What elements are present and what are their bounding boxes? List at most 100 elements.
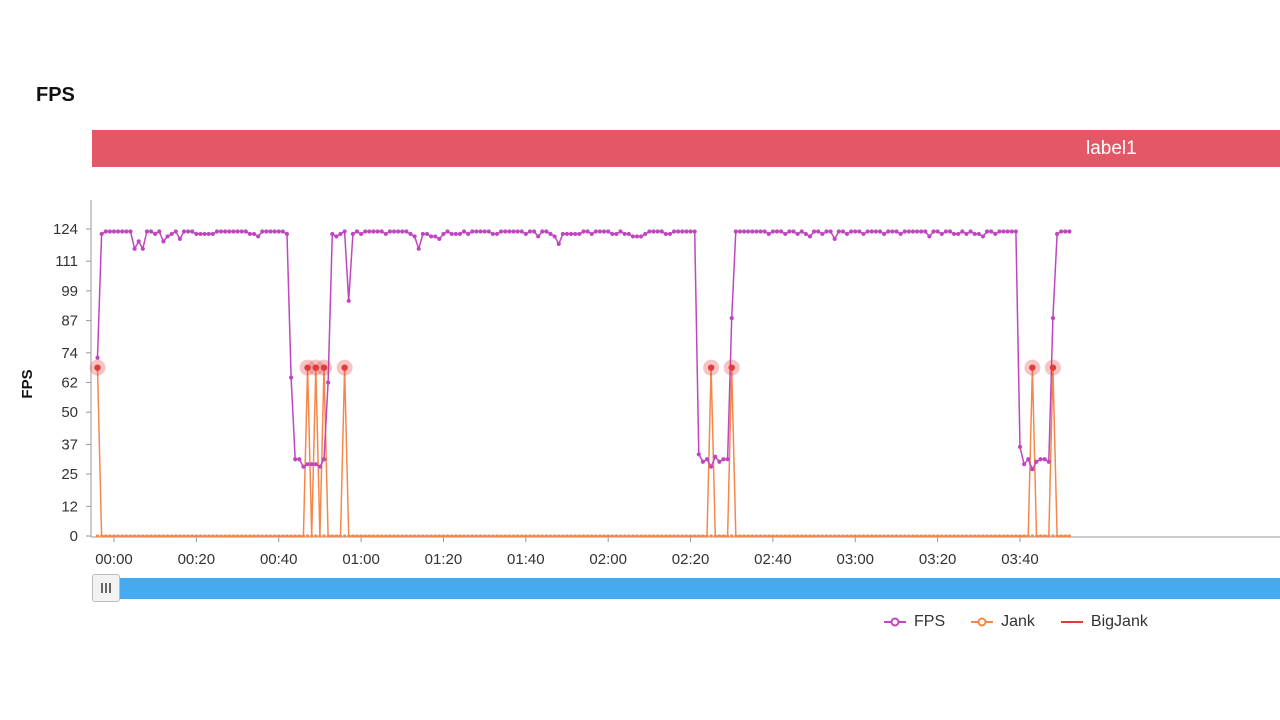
- fps-point: [989, 229, 994, 234]
- jank-point: [557, 534, 561, 538]
- fps-point: [177, 236, 182, 242]
- fps-point: [556, 241, 561, 246]
- fps-point: [952, 231, 957, 237]
- jank-point: [754, 534, 759, 538]
- fps-point: [886, 229, 891, 234]
- fps-point: [560, 231, 565, 237]
- jank-point: [207, 534, 211, 538]
- jank-point: [182, 534, 186, 538]
- fps-point: [774, 229, 780, 234]
- fps-point: [795, 231, 800, 237]
- fps-point: [787, 229, 792, 234]
- fps-point: [1063, 229, 1068, 234]
- fps-point: [523, 231, 528, 237]
- fps-point: [396, 229, 401, 234]
- y-tick-label: 0: [70, 528, 78, 545]
- fps-point: [284, 231, 290, 237]
- jank-point: [590, 534, 594, 538]
- fps-point: [190, 229, 195, 234]
- fps-point: [437, 236, 442, 242]
- jank-point: [565, 534, 569, 538]
- jank-point: [647, 534, 651, 538]
- fps-point: [519, 229, 524, 234]
- fps-point: [676, 229, 681, 234]
- legend-item-jank[interactable]: Jank: [971, 613, 1035, 631]
- jank-point: [264, 534, 268, 538]
- jank-point: [997, 534, 1002, 538]
- jank-point: [886, 534, 890, 538]
- jank-point: [396, 534, 400, 538]
- fps-point: [923, 229, 928, 234]
- jank-point: [651, 534, 656, 538]
- jank-point: [536, 534, 540, 538]
- jank-point: [466, 534, 470, 538]
- bigjank-point: [341, 364, 348, 371]
- zoom-slider-track[interactable]: [92, 578, 1280, 599]
- jank-point: [1067, 534, 1072, 538]
- fps-point: [1030, 467, 1035, 472]
- fps-point: [1067, 229, 1072, 234]
- fps-point: [906, 229, 911, 234]
- jank-point: [668, 534, 672, 538]
- fps-point: [111, 229, 117, 234]
- x-tick-label: 01:00: [342, 551, 380, 568]
- legend-item-bigjank[interactable]: BigJank: [1060, 613, 1148, 631]
- fps-point: [976, 231, 981, 237]
- fps-point: [684, 229, 689, 234]
- jank-point: [174, 534, 178, 538]
- jank-point: [421, 534, 425, 538]
- jank-point: [717, 534, 721, 538]
- y-tick-label: 124: [53, 221, 78, 238]
- fps-point: [939, 231, 944, 237]
- fps-point: [503, 229, 508, 234]
- jank-point: [132, 534, 137, 538]
- bigjank-point: [1029, 364, 1036, 371]
- fps-point: [713, 454, 718, 459]
- fps-point: [350, 231, 355, 237]
- jank-point: [334, 534, 338, 538]
- jank-point: [186, 534, 190, 538]
- fps-point: [968, 229, 973, 234]
- fps-point: [671, 229, 677, 234]
- fps-point: [1022, 462, 1027, 467]
- label-bar[interactable]: label1: [92, 130, 1280, 167]
- bigjank-point: [1049, 364, 1057, 371]
- jank-point: [713, 534, 717, 538]
- fps-point: [811, 229, 817, 234]
- fps-point: [544, 229, 549, 234]
- jank-point: [219, 534, 223, 538]
- fps-point: [1001, 229, 1006, 234]
- jank-point: [915, 534, 919, 538]
- jank-point: [639, 534, 643, 538]
- fps-point: [99, 231, 104, 237]
- jank-point: [680, 534, 684, 538]
- fps-point: [984, 229, 990, 234]
- jank-point: [268, 534, 273, 538]
- fps-point: [659, 229, 664, 234]
- jank-point: [388, 534, 392, 538]
- legend-jank-marker-icon: [971, 617, 994, 627]
- jank-point: [709, 534, 713, 538]
- jank-point: [812, 534, 816, 538]
- fps-point: [305, 462, 310, 467]
- jank-point: [594, 534, 598, 538]
- jank-point: [145, 534, 149, 538]
- jank-point: [721, 534, 726, 538]
- legend-item-fps[interactable]: FPS: [884, 613, 945, 631]
- jank-point: [240, 534, 244, 538]
- jank-point: [1018, 534, 1022, 538]
- x-tick-label: 02:20: [672, 551, 710, 568]
- jank-point: [363, 534, 367, 538]
- fps-point: [898, 231, 903, 237]
- jank-point: [503, 534, 507, 538]
- legend-fps-marker-icon: [884, 617, 906, 627]
- fps-point: [140, 246, 145, 251]
- zoom-slider-handle[interactable]: [92, 574, 120, 602]
- jank-point: [244, 534, 248, 538]
- fps-point: [540, 229, 545, 234]
- fps-point: [980, 234, 986, 239]
- y-tick-label: 87: [61, 313, 78, 330]
- jank-point: [1034, 534, 1039, 538]
- jank-point: [898, 534, 903, 538]
- fps-point: [424, 231, 430, 237]
